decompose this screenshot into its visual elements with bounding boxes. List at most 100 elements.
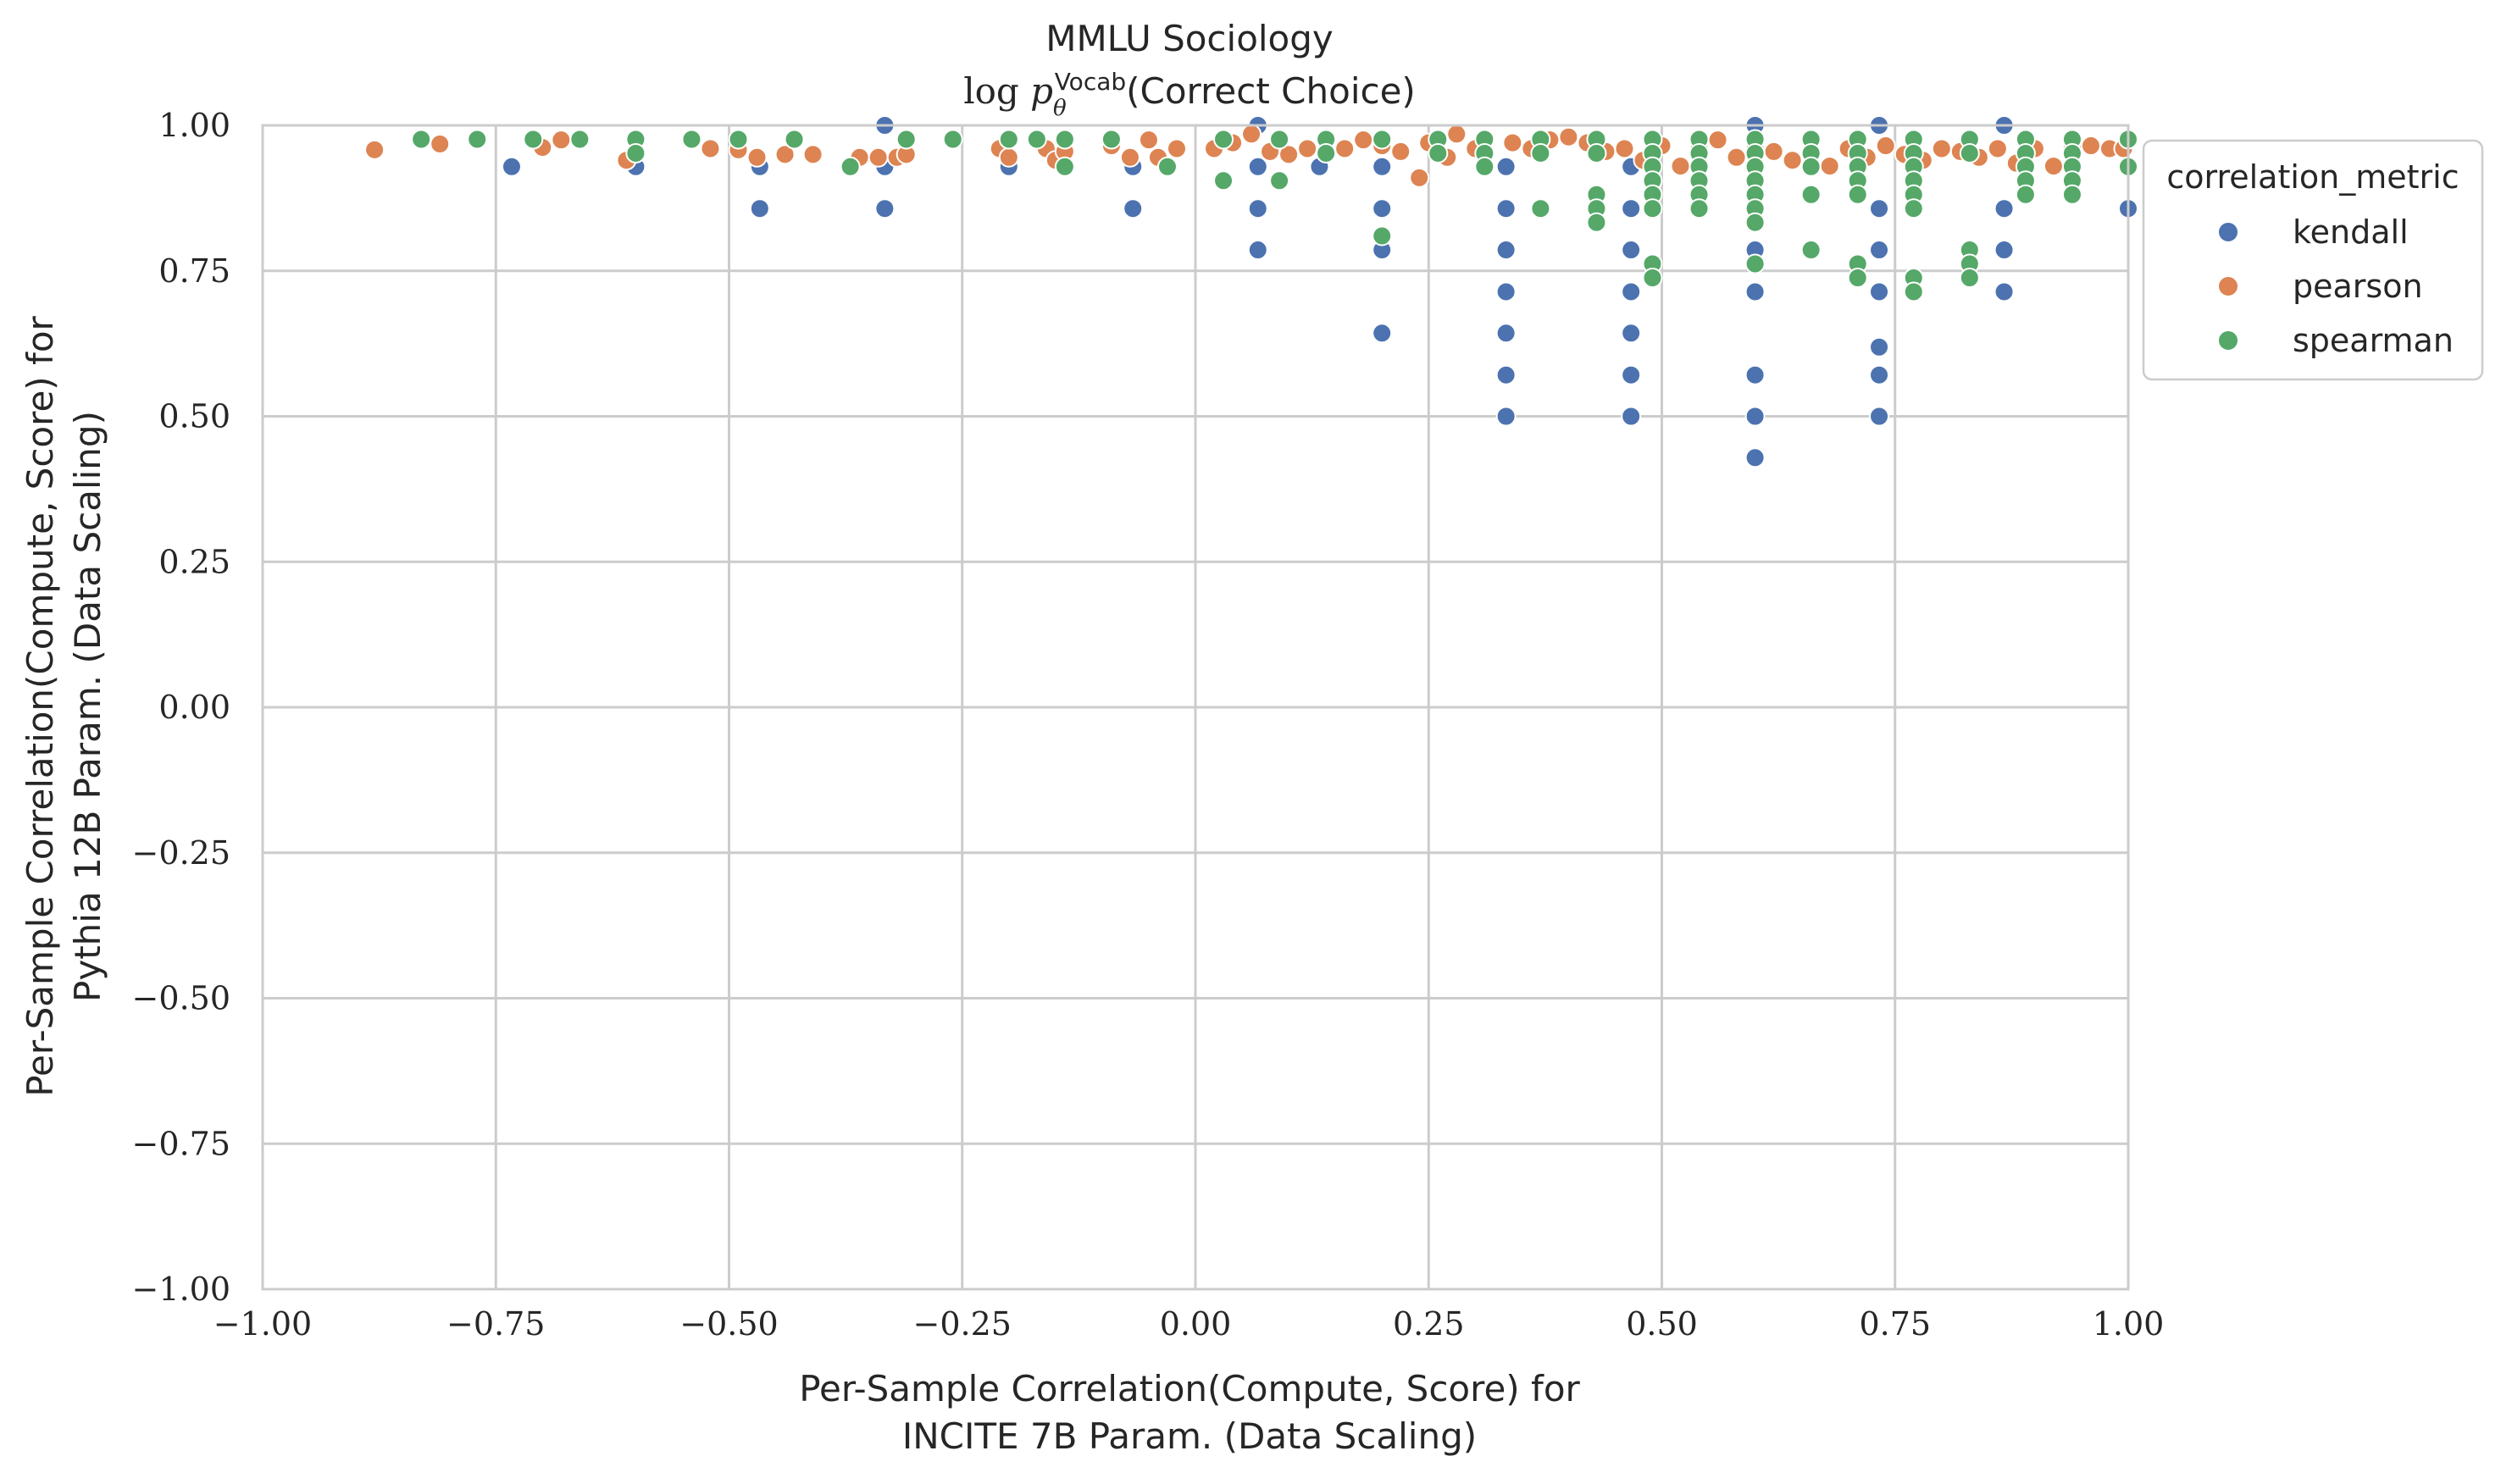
spearman-point — [1530, 142, 1551, 163]
spearman-point — [1689, 198, 1710, 219]
kendall-point — [1869, 198, 1890, 219]
spearman-point — [1054, 129, 1075, 150]
pearson-point — [2043, 156, 2064, 177]
kendall-point — [1495, 198, 1517, 219]
spearman-point — [1642, 267, 1663, 288]
spearman-point — [728, 129, 749, 150]
spearman-point — [2061, 184, 2082, 205]
pearson-point — [1446, 124, 1467, 145]
kendall-point — [1869, 336, 1890, 357]
kendall-point — [1869, 406, 1890, 427]
legend-marker-kendall — [2217, 221, 2239, 243]
x-tick-label: 1.00 — [2093, 1305, 2165, 1343]
kendall-point — [874, 198, 896, 219]
pearson-point — [1782, 150, 1803, 171]
kendall-point — [1372, 323, 1393, 344]
legend: correlation_metric kendall pearson spearma… — [2142, 139, 2484, 381]
spearman-point — [625, 142, 646, 163]
y-tick-label: 1.00 — [158, 107, 230, 144]
pearson-point — [1931, 138, 1952, 159]
kendall-point — [1495, 281, 1517, 302]
spearman-point — [942, 129, 963, 150]
kendall-point — [1994, 240, 2015, 261]
spearman-point — [896, 129, 917, 150]
kendall-point — [1621, 406, 1642, 427]
kendall-point — [1994, 198, 2015, 219]
pearson-point — [1502, 132, 1523, 153]
spearman-point — [1800, 240, 1822, 261]
kendall-point — [1621, 281, 1642, 302]
legend-box — [2142, 139, 2484, 381]
y-tick-label: −0.50 — [132, 980, 230, 1017]
kendall-point — [1495, 323, 1517, 344]
x-tick-label: −1.00 — [214, 1305, 312, 1343]
spearman-point — [1530, 198, 1551, 219]
legend-label-pearson: pearson — [2293, 268, 2423, 305]
spearman-point — [1903, 198, 1924, 219]
pearson-point — [700, 138, 721, 159]
chart-title: MMLU Sociology — [1045, 18, 1334, 59]
spearman-point — [784, 129, 805, 150]
legend-title: correlation_metric — [2166, 158, 2459, 196]
pearson-point — [1670, 156, 1691, 177]
kendall-point — [1869, 240, 1890, 261]
data-points — [364, 115, 2138, 468]
kendall-point — [1994, 281, 2015, 302]
pearson-point — [868, 147, 889, 168]
x-tick-label: −0.25 — [913, 1305, 1012, 1343]
kendall-point — [1247, 240, 1268, 261]
spearman-point — [569, 129, 591, 150]
spearman-point — [1586, 142, 1607, 163]
spearman-point — [1744, 212, 1766, 233]
chart-subtitle: log pθVocab(Correct Choice) — [963, 68, 1416, 121]
y-tick-labels: 1.00 0.75 0.50 0.25 0.00 −0.25 −0.50 −0.75 −1.00 — [132, 107, 230, 1308]
subtitle-var: p — [1030, 70, 1053, 112]
kendall-point — [1869, 281, 1890, 302]
x-tick-label: 0.25 — [1393, 1305, 1465, 1343]
x-tick-labels: −1.00 −0.75 −0.50 −0.25 0.00 0.25 0.50 0.75 1.00 — [214, 1305, 2165, 1343]
pearson-point — [1409, 167, 1430, 188]
spearman-point — [1642, 198, 1663, 219]
legend-label-spearman: spearman — [2293, 322, 2454, 359]
x-tick-label: −0.50 — [679, 1305, 778, 1343]
kendall-point — [1372, 198, 1393, 219]
spearman-point — [1959, 267, 1980, 288]
spearman-point — [1903, 281, 1924, 302]
x-tick-label: 0.00 — [1160, 1305, 1232, 1343]
spearman-point — [1800, 184, 1822, 205]
kendall-point — [1495, 406, 1517, 427]
spearman-point — [840, 156, 861, 177]
kendall-point — [1621, 240, 1642, 261]
spearman-point — [1847, 184, 1868, 205]
spearman-point — [1213, 170, 1234, 191]
pearson-point — [1875, 136, 1896, 157]
spearman-point — [1428, 142, 1449, 163]
kendall-point — [1495, 240, 1517, 261]
pearson-point — [746, 147, 768, 168]
y-tick-label: 0.00 — [158, 689, 230, 726]
pearson-point — [1297, 138, 1318, 159]
spearman-point — [1959, 142, 1980, 163]
kendall-point — [1247, 156, 1268, 177]
pearson-point — [430, 133, 451, 154]
kendall-point — [501, 156, 522, 177]
y-tick-label: 0.50 — [158, 398, 230, 435]
legend-marker-pearson — [2217, 275, 2239, 297]
x-tick-label: 0.50 — [1626, 1305, 1698, 1343]
pearson-point — [1241, 124, 1262, 145]
pearson-point — [1138, 130, 1159, 151]
pearson-point — [1558, 126, 1579, 147]
plot-frame — [261, 124, 2130, 1291]
spearman-point — [467, 129, 488, 150]
kendall-point — [1744, 406, 1766, 427]
kendall-point — [1495, 156, 1517, 177]
pearson-point — [1119, 147, 1140, 168]
kendall-point — [1621, 198, 1642, 219]
spearman-point — [1101, 129, 1122, 150]
x-axis-label-line2: INCITE 7B Param. (Data Scaling) — [902, 1415, 1477, 1457]
spearman-point — [1586, 212, 1607, 233]
y-axis-label-line1: Per-Sample Correlation(Compute, Score) f… — [19, 315, 61, 1096]
kendall-point — [1495, 364, 1517, 385]
spearman-point — [1269, 129, 1290, 150]
spearman-point — [998, 129, 1019, 150]
